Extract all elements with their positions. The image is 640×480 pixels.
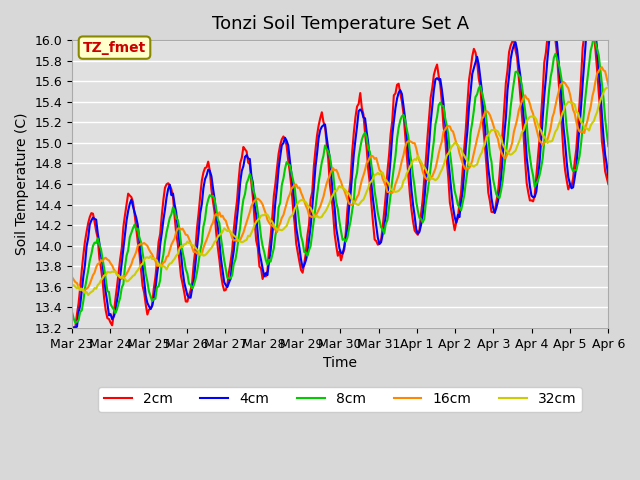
Line: 4cm: 4cm (72, 10, 608, 331)
32cm (508, 151, 516, 156)
4cm (187, 295, 195, 300)
2cm (585, 0, 593, 5)
16cm (508, 140, 516, 145)
8cm (508, 91, 516, 96)
4cm (75, 310, 83, 316)
Line: 32cm: 32cm (72, 87, 608, 295)
8cm (371, 188, 378, 194)
8cm (590, 32, 598, 38)
Line: 2cm: 2cm (72, 2, 608, 336)
Legend: 2cm, 4cm, 8cm, 16cm, 32cm: 2cm, 4cm, 8cm, 16cm, 32cm (99, 387, 582, 412)
32cm (68, 283, 76, 289)
8cm (188, 286, 196, 291)
Text: TZ_fmet: TZ_fmet (83, 41, 146, 55)
16cm (68, 275, 76, 280)
32cm (515, 140, 522, 145)
16cm (604, 82, 612, 88)
2cm (228, 248, 236, 253)
8cm (515, 72, 522, 78)
16cm (598, 64, 605, 70)
32cm (604, 84, 612, 90)
32cm (75, 283, 83, 289)
32cm (230, 233, 237, 239)
4cm (68, 328, 76, 334)
16cm (75, 284, 83, 290)
16cm (230, 238, 237, 243)
4cm (513, 47, 521, 53)
32cm (84, 292, 92, 298)
2cm (604, 181, 612, 187)
4cm (228, 258, 236, 264)
16cm (79, 288, 87, 294)
4cm (587, 7, 595, 13)
Line: 16cm: 16cm (72, 67, 608, 291)
16cm (515, 108, 522, 113)
4cm (507, 56, 515, 62)
32cm (371, 172, 378, 178)
Title: Tonzi Soil Temperature Set A: Tonzi Soil Temperature Set A (212, 15, 468, 33)
2cm (369, 220, 377, 226)
2cm (75, 300, 83, 306)
32cm (188, 242, 196, 248)
2cm (68, 334, 76, 339)
2cm (513, 54, 521, 60)
8cm (230, 261, 237, 266)
X-axis label: Time: Time (323, 356, 357, 370)
8cm (604, 143, 612, 149)
2cm (187, 288, 195, 293)
8cm (76, 309, 84, 315)
Y-axis label: Soil Temperature (C): Soil Temperature (C) (15, 113, 29, 255)
16cm (188, 245, 196, 251)
8cm (68, 310, 76, 315)
4cm (369, 197, 377, 203)
2cm (507, 43, 515, 48)
Line: 8cm: 8cm (72, 35, 608, 323)
4cm (604, 174, 612, 180)
8cm (72, 320, 79, 325)
16cm (371, 156, 378, 162)
